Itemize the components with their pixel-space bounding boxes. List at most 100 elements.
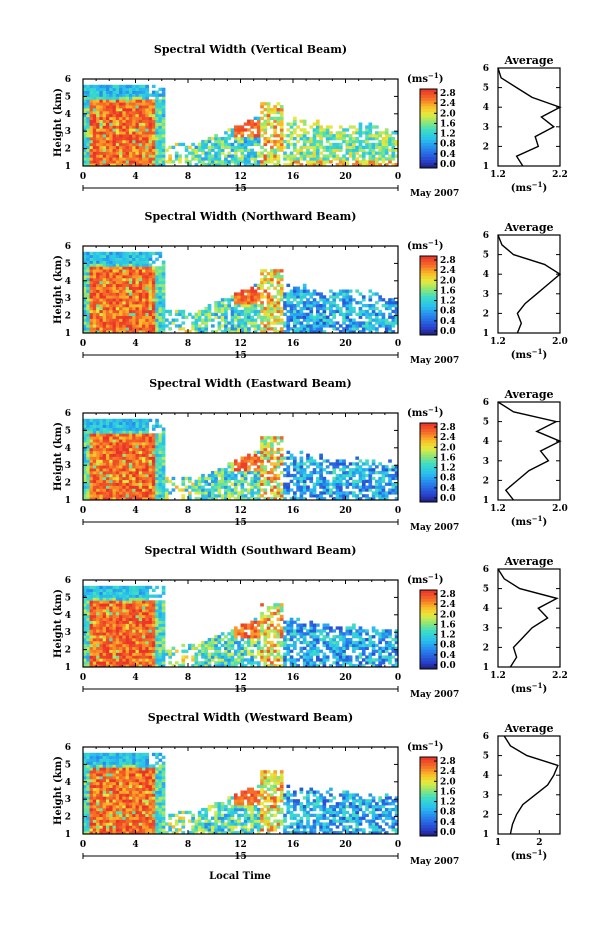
x-tick-label: 0 xyxy=(80,506,86,516)
day-marker: 15 xyxy=(234,685,247,695)
x-tick-label: 12 xyxy=(234,506,247,516)
y-tick-label: 2 xyxy=(65,145,71,155)
panel-title: Spectral Width (Northward Beam) xyxy=(145,210,357,223)
y-tick-label: 2 xyxy=(65,479,71,489)
panel-title: Spectral Width (Eastward Beam) xyxy=(149,377,351,390)
colorbar-frame xyxy=(419,589,438,670)
colorbar-tick-label: 1.2 xyxy=(440,297,456,307)
average-line xyxy=(497,401,562,501)
average-frame xyxy=(497,67,561,167)
average-line xyxy=(497,67,562,167)
x-tick-label: 0 xyxy=(395,172,401,182)
x-tick-label: 0 xyxy=(80,339,86,349)
avg-x-tick-label: 2.0 xyxy=(552,504,568,514)
average-xlabel: (ms−1) xyxy=(511,347,547,361)
y-tick-label: 4 xyxy=(65,778,71,788)
colorbar-tick-label: 0.8 xyxy=(440,808,456,818)
avg-y-tick-label: 4 xyxy=(483,604,489,614)
y-tick-label: 5 xyxy=(65,92,71,102)
colorbar-tick-label: 2.0 xyxy=(440,443,456,453)
y-tick-label: 5 xyxy=(65,259,71,269)
colorbar: 0.00.40.81.21.62.02.42.8 xyxy=(419,422,456,504)
colorbar-tick-label: 2.4 xyxy=(440,266,456,276)
y-tick-label: 1 xyxy=(65,830,71,840)
average-title: Average xyxy=(503,722,553,735)
heatmap-cells xyxy=(83,752,399,835)
colorbar-tick-label: 0.0 xyxy=(440,160,456,170)
avg-y-tick-label: 4 xyxy=(483,771,489,781)
avg-x-tick-label: 2 xyxy=(536,838,542,848)
panel-title: Spectral Width (Southward Beam) xyxy=(144,544,356,557)
avg-y-tick-label: 5 xyxy=(483,84,489,94)
colorbar-tick-label: 1.2 xyxy=(440,798,456,808)
avg-y-tick-label: 6 xyxy=(483,565,489,575)
panel-title: Spectral Width (Westward Beam) xyxy=(148,711,353,724)
x-tick-label: 20 xyxy=(339,673,352,683)
day-marker: 15 xyxy=(234,351,247,361)
x-tick-label: 8 xyxy=(185,172,191,182)
y-axis-label: Height (km) xyxy=(53,88,64,157)
y-tick-label: 3 xyxy=(65,795,71,805)
average-line xyxy=(503,735,559,835)
x-tick-label: 4 xyxy=(132,840,138,850)
avg-x-tick-label: 2.2 xyxy=(552,170,568,180)
heatmap-cells xyxy=(83,251,399,334)
x-tick-label: 8 xyxy=(185,840,191,850)
avg-y-tick-label: 3 xyxy=(483,624,489,634)
x-tick-label: 8 xyxy=(185,339,191,349)
colorbar-unit: (ms−1) xyxy=(407,71,443,85)
average-frame xyxy=(497,401,561,501)
colorbar: 0.00.40.81.21.62.02.42.8 xyxy=(419,756,456,838)
x-tick-label: 8 xyxy=(185,506,191,516)
avg-y-tick-label: 6 xyxy=(483,732,489,742)
average-title: Average xyxy=(503,221,553,234)
colorbar-unit: (ms−1) xyxy=(407,405,443,419)
x-tick-label: 16 xyxy=(287,339,300,349)
avg-x-tick-label: 1.2 xyxy=(490,671,506,681)
avg-y-tick-label: 5 xyxy=(483,418,489,428)
average-line xyxy=(497,568,559,668)
avg-y-tick-label: 1 xyxy=(483,329,489,339)
y-tick-label: 1 xyxy=(65,663,71,673)
colorbar-tick-label: 0.8 xyxy=(440,307,456,317)
avg-x-tick-label: 2.2 xyxy=(552,671,568,681)
date-label: May 2007 xyxy=(410,523,459,533)
colorbar-unit: (ms−1) xyxy=(407,572,443,586)
x-tick-label: 0 xyxy=(395,339,401,349)
colorbar-tick-label: 2.4 xyxy=(440,767,456,777)
date-label: May 2007 xyxy=(410,356,459,366)
y-tick-label: 4 xyxy=(65,444,71,454)
average-frame xyxy=(497,234,561,334)
colorbar-tick-label: 2.8 xyxy=(440,590,456,600)
date-label: May 2007 xyxy=(410,857,459,867)
colorbar-tick-label: 0.4 xyxy=(440,818,456,828)
colorbar-tick-label: 0.4 xyxy=(440,484,456,494)
avg-x-tick-label: 1.2 xyxy=(490,337,506,347)
average-title: Average xyxy=(503,555,553,568)
colorbar-frame xyxy=(419,422,438,503)
average-title: Average xyxy=(503,388,553,401)
colorbar-tick-label: 1.6 xyxy=(440,453,456,463)
colorbar-tick-label: 2.8 xyxy=(440,757,456,767)
y-tick-label: 5 xyxy=(65,426,71,436)
avg-y-tick-label: 2 xyxy=(483,142,489,152)
colorbar-frame xyxy=(419,88,438,169)
avg-y-tick-label: 6 xyxy=(483,64,489,74)
avg-y-tick-label: 3 xyxy=(483,791,489,801)
colorbar-tick-label: 0.0 xyxy=(440,828,456,838)
colorbar-tick-label: 1.6 xyxy=(440,286,456,296)
x-tick-label: 12 xyxy=(234,339,247,349)
heatmap-cells xyxy=(83,84,399,167)
colorbar-tick-label: 2.0 xyxy=(440,109,456,119)
x-axis-label: Local Time xyxy=(209,871,271,882)
y-tick-label: 1 xyxy=(65,329,71,339)
colorbar-tick-label: 0.4 xyxy=(440,651,456,661)
y-tick-label: 3 xyxy=(65,628,71,638)
average-profile: Average 1 2 3 4 5 6 1.2 2.2 (ms−1) xyxy=(483,54,568,194)
y-tick-label: 3 xyxy=(65,294,71,304)
colorbar-tick-label: 2.8 xyxy=(440,423,456,433)
y-tick-label: 2 xyxy=(65,312,71,322)
colorbar-tick-label: 1.6 xyxy=(440,787,456,797)
